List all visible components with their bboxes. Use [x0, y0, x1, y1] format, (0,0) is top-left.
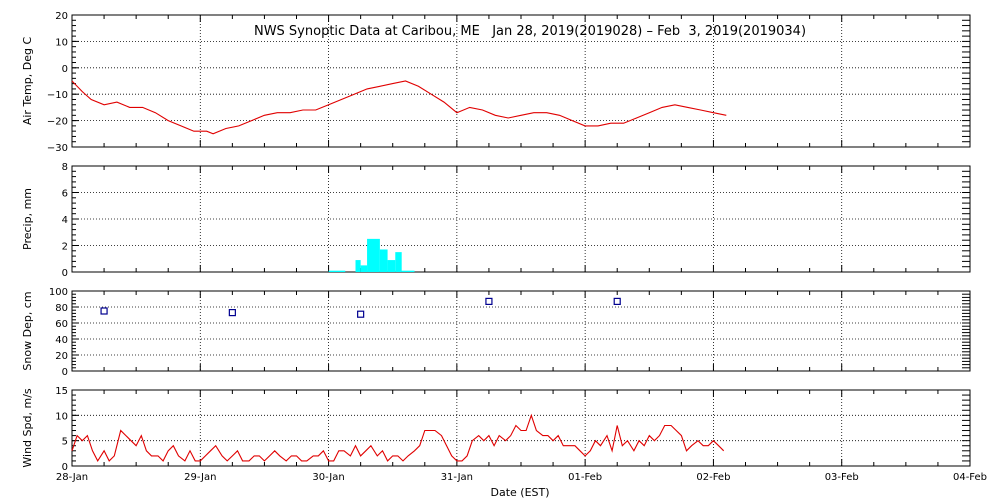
air_temp-ytick-label: −10 — [47, 90, 68, 101]
wind_speed-panel: 15 10 5 0 Wind Spd, m/s — [21, 386, 971, 473]
precip-bar — [379, 249, 388, 272]
precip-ytick-label: 2 — [62, 242, 68, 253]
air_temp-ytick-label: −30 — [47, 143, 68, 154]
wind_speed-ytick-label: 0 — [62, 462, 68, 473]
air_temp-panel: 20 10 0 −10 −20 −30 Air Temp, Deg C — [21, 11, 971, 154]
air_temp-ytick-label: 10 — [55, 37, 68, 48]
precip-panel: 8 6 4 2 0 Precip, mm — [21, 162, 971, 279]
snow_depth-point — [613, 297, 621, 305]
snow_depth-point — [357, 310, 365, 318]
precip-bar — [367, 238, 380, 272]
precip-ytick-label: 8 — [62, 162, 68, 173]
wind_speed-series-line — [71, 413, 725, 463]
wind_speed-ytick-label: 5 — [62, 437, 68, 448]
precip-bar — [355, 260, 361, 272]
wind_speed-y-axis-label: Wind Spd, m/s — [21, 388, 34, 468]
snow_depth-ytick-label: 20 — [55, 351, 68, 362]
snow_depth-point — [100, 307, 108, 315]
snow_depth-ytick-label: 100 — [49, 287, 68, 298]
x-axis-label: Date (EST) — [490, 486, 549, 499]
snow_depth-ytick-label: 60 — [55, 319, 68, 330]
chart-title: NWS Synoptic Data at Caribou, ME Jan 28,… — [254, 24, 806, 39]
x-tick-label: 01-Feb — [568, 472, 602, 483]
x-axis: 28-Jan 29-Jan 30-Jan 31-Jan 01-Feb 02-Feb 03-F… — [56, 472, 987, 483]
precip-ytick-label: 4 — [62, 215, 68, 226]
precip-bar — [360, 265, 368, 272]
snow_depth-ytick-label: 80 — [55, 303, 68, 314]
precip-bar — [328, 270, 346, 272]
snow_depth-point — [228, 309, 236, 317]
wind_speed-ytick-label: 15 — [55, 386, 68, 397]
x-tick-label: 31-Jan — [441, 472, 473, 483]
snow_depth-ytick-label: 40 — [55, 335, 68, 346]
precip-bar — [387, 260, 396, 272]
precip-bar — [395, 252, 402, 272]
x-tick-label: 02-Feb — [696, 472, 730, 483]
x-tick-label: 04-Feb — [953, 472, 987, 483]
snow_depth-ytick-label: 0 — [62, 367, 68, 378]
snow_depth-y-axis-label: Snow Dep, cm — [21, 291, 34, 370]
air_temp-y-axis-label: Air Temp, Deg C — [21, 37, 34, 126]
precip-ytick-label: 6 — [62, 189, 68, 200]
precip-ytick-label: 0 — [62, 268, 68, 279]
x-tick-label: 28-Jan — [56, 472, 88, 483]
precip-bar — [401, 270, 415, 272]
air_temp-ytick-label: 20 — [55, 11, 68, 22]
x-tick-label: 30-Jan — [312, 472, 344, 483]
snow_depth-frame — [71, 290, 971, 372]
air_temp-series-line — [71, 80, 727, 135]
precip-frame — [71, 165, 971, 273]
air_temp-ytick-label: −20 — [47, 117, 68, 128]
air_temp-ytick-label: 0 — [62, 64, 68, 75]
x-tick-label: 29-Jan — [184, 472, 216, 483]
snow_depth-point — [485, 297, 493, 305]
snow_depth-panel: 100 80 60 40 20 0 Snow Dep, cm — [21, 287, 971, 378]
wind_speed-ytick-label: 10 — [55, 411, 68, 422]
x-tick-label: 03-Feb — [825, 472, 859, 483]
precip-y-axis-label: Precip, mm — [21, 188, 34, 250]
